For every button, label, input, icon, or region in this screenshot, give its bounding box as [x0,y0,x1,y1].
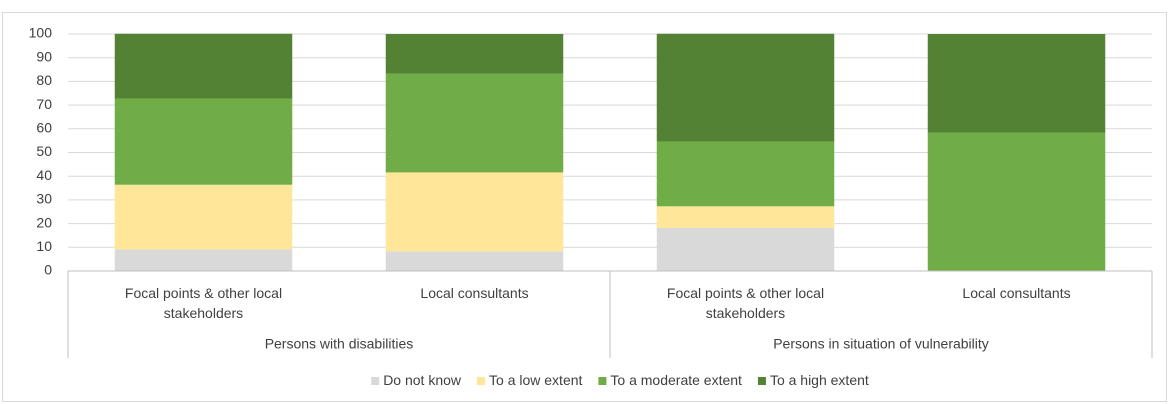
x-tick-label: Local consultants [420,285,528,301]
legend-swatch [371,377,380,385]
legend-swatch [477,377,486,385]
bar-segment [114,184,293,250]
bar-segment [927,132,1106,271]
y-tick-label: 100 [29,25,53,41]
bar-segment [656,227,835,271]
bar-segment [114,249,293,271]
x-tick-label: Focal points & other local stakeholders [667,285,824,321]
bar-segment [656,206,835,228]
y-tick-label: 80 [36,72,52,88]
bar-segment [385,172,564,252]
bar-segment [385,34,564,74]
y-tick-label: 20 [36,214,52,230]
bar-segment [927,34,1106,133]
group-label: Persons in situation of vulnerability [773,336,989,352]
legend-swatch [598,377,607,385]
bar-segment [114,33,293,99]
x-tick-label: Focal points & other local stakeholders [125,285,282,321]
y-tick-label: 40 [36,167,52,183]
bar-segment [114,98,293,185]
legend-label: To a high extent [770,372,869,388]
y-tick-label: 30 [36,191,52,207]
bar-segment [656,33,835,142]
y-tick-label: 70 [36,96,52,112]
legend-swatch [757,377,766,385]
chart-border [2,12,1167,402]
bar-segment [656,141,835,207]
legend-label: To a low extent [489,372,582,388]
bar-segment [385,73,564,173]
legend-label: Do not know [383,372,462,388]
y-tick-label: 10 [36,238,52,254]
y-tick-label: 60 [36,120,52,136]
legend-label: To a moderate extent [610,372,742,388]
y-tick-label: 0 [44,262,52,278]
bar-segment [385,251,564,271]
group-label: Persons with disabilities [265,336,414,352]
y-tick-label: 50 [36,143,52,159]
x-tick-label: Local consultants [962,285,1070,301]
y-tick-label: 90 [36,48,52,64]
